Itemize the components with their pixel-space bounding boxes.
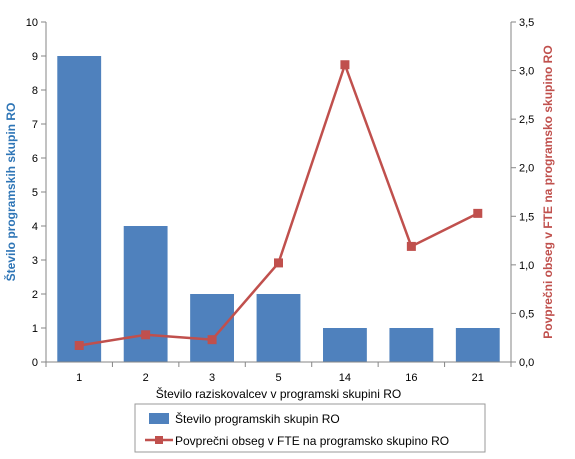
y-tick-right-label: 2,0 (519, 163, 534, 175)
y-tick-left-label: 10 (26, 17, 38, 29)
y-axis-label-left: Število programskih skupin RO (3, 103, 18, 282)
line-point-5 (274, 258, 283, 268)
y-tick-right-label: 2,5 (519, 114, 534, 126)
y-tick-left-label: 7 (32, 119, 38, 131)
y-tick-left-label: 4 (32, 221, 38, 233)
line-point-21 (473, 208, 483, 218)
y-tick-right-label: 3,0 (519, 66, 534, 78)
bar-21 (455, 328, 500, 362)
y-tick-right-label: 1,0 (519, 260, 534, 272)
y-tick-left-label: 6 (32, 153, 38, 165)
bar-5 (256, 294, 301, 362)
bar-3 (190, 294, 234, 362)
x-tick-label: 1 (76, 372, 82, 384)
line-point-16 (406, 241, 416, 251)
legend-box (134, 403, 486, 453)
bars-layer (57, 56, 500, 362)
y-tick-left-label: 2 (32, 289, 38, 301)
x-tick-label: 2 (143, 372, 149, 384)
y-tick-right-label: 1,5 (519, 211, 534, 223)
line-point-14 (340, 60, 350, 70)
x-tick-label: 5 (275, 372, 281, 384)
y-tick-left-label: 1 (32, 323, 38, 335)
y-tick-left-label: 0 (32, 357, 38, 369)
y-tick-left-label: 3 (32, 255, 38, 267)
y-tick-right-label: 0,5 (519, 308, 534, 320)
line-point-1 (74, 340, 84, 350)
bar-14 (323, 328, 367, 362)
legend: Število programskih skupin RO Povprečni o… (134, 403, 486, 453)
y-axis-label-right: Povprečni obseg v FTE na programsko skup… (541, 45, 555, 338)
y-tick-right-label: 0,0 (519, 357, 534, 369)
labels-layer: 0 1 2 3 4 5 6 7 8 9 10 0,0 0,5 1,0 1,5 2,0 2,5 3,0 3,5 1 2 3 5… (3, 17, 555, 401)
x-tick-label: 21 (472, 372, 484, 384)
line-point-2 (141, 330, 151, 340)
bar-2 (123, 226, 168, 362)
y-tick-left-label: 8 (32, 85, 38, 97)
x-axis-label: Število raziskovalcev v programski skupi… (156, 386, 401, 401)
bar-1 (57, 56, 102, 362)
line-point-3 (207, 335, 217, 345)
y-tick-left-label: 9 (32, 51, 38, 63)
legend-swatch-marker (155, 436, 163, 444)
legend-swatch-bar (149, 413, 169, 424)
axes-layer (41, 21, 516, 367)
bar-16 (389, 328, 434, 362)
y-tick-left-label: 5 (32, 187, 38, 199)
y-tick-right-label: 3,5 (519, 17, 534, 29)
x-tick-label: 3 (209, 372, 215, 384)
x-tick-label: 16 (405, 372, 417, 384)
x-tick-label: 14 (339, 372, 351, 384)
legend-label-line: Povprečni obseg v FTE na programsko skup… (175, 434, 449, 448)
line-layer (74, 60, 483, 350)
legend-label-bar: Število programskih skupin RO (175, 411, 340, 426)
